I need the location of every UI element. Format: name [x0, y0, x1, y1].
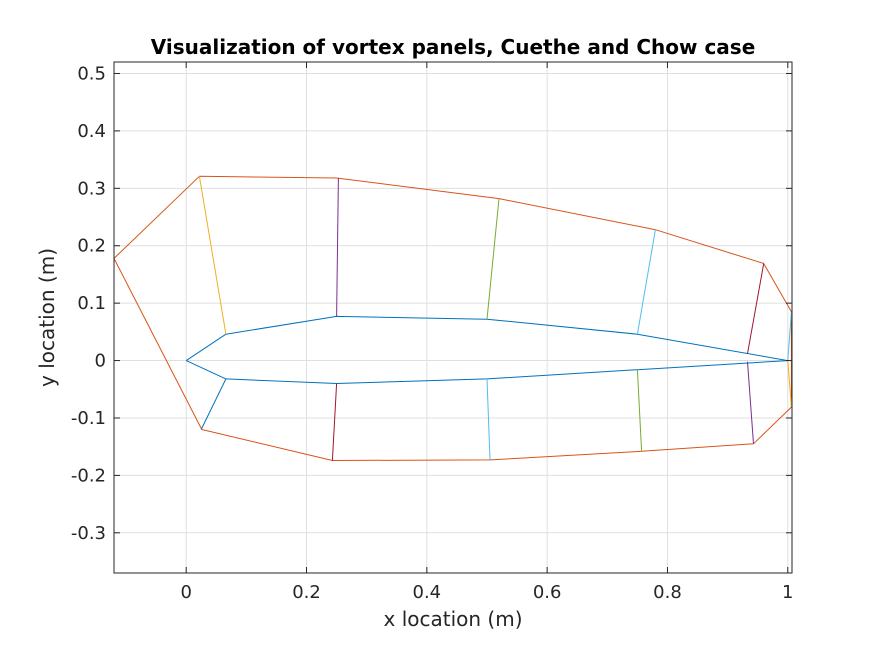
x-tick-label: 0.4 [413, 582, 442, 603]
y-tick-label: -0.1 [71, 408, 106, 429]
y-tick-label: -0.3 [71, 523, 106, 544]
y-axis-label: y location (m) [35, 248, 59, 387]
x-tick-label: 0 [180, 582, 191, 603]
y-tick-label: -0.2 [71, 465, 106, 486]
grid [114, 62, 792, 573]
series-line-5 [331, 383, 338, 461]
x-tick-label: 1 [782, 582, 793, 603]
series-line-13 [787, 360, 792, 408]
x-tick-label: 0.8 [653, 582, 682, 603]
series-line-11 [747, 361, 754, 444]
series-line-10 [747, 263, 765, 354]
chart-title: Visualization of vortex panels, Cuethe a… [151, 35, 756, 59]
y-tick-label: 0.3 [77, 178, 106, 199]
axes-box [113, 61, 793, 574]
y-tick-label: 0 [95, 351, 106, 372]
y-tick-label: 0.4 [77, 121, 106, 142]
y-tick-label: 0.1 [77, 293, 106, 314]
data-series [113, 175, 792, 461]
series-line-7 [486, 378, 491, 460]
series-line-1 [113, 175, 792, 461]
y-tick-label: 0.5 [77, 63, 106, 84]
x-axis-label: x location (m) [384, 607, 523, 631]
series-line-2 [198, 176, 227, 335]
series-line-8 [636, 229, 656, 335]
series-line-12 [787, 311, 792, 361]
y-tick-label: 0.2 [77, 236, 106, 257]
x-tick-label: 0.6 [533, 582, 562, 603]
series-line-3 [200, 378, 227, 430]
series-line-9 [636, 369, 643, 452]
series-line-6 [486, 198, 500, 320]
series-line-4 [336, 177, 339, 317]
axes-background [114, 62, 792, 573]
ticks: 0 0.2 0.4 0.6 0.8 1 0.5 0.4 0.3 0.2 0.1 0 -0.1 -0.2 -0… [71, 62, 794, 603]
x-tick-label: 0.2 [292, 582, 321, 603]
